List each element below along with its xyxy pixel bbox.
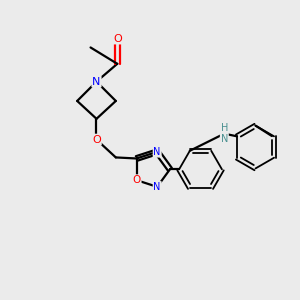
Text: O: O [133, 175, 141, 185]
Text: N: N [92, 76, 101, 87]
Text: O: O [92, 135, 101, 145]
Text: O: O [113, 34, 122, 44]
Text: N: N [154, 147, 161, 157]
Text: H
N: H N [220, 123, 228, 145]
Text: N: N [154, 182, 161, 192]
